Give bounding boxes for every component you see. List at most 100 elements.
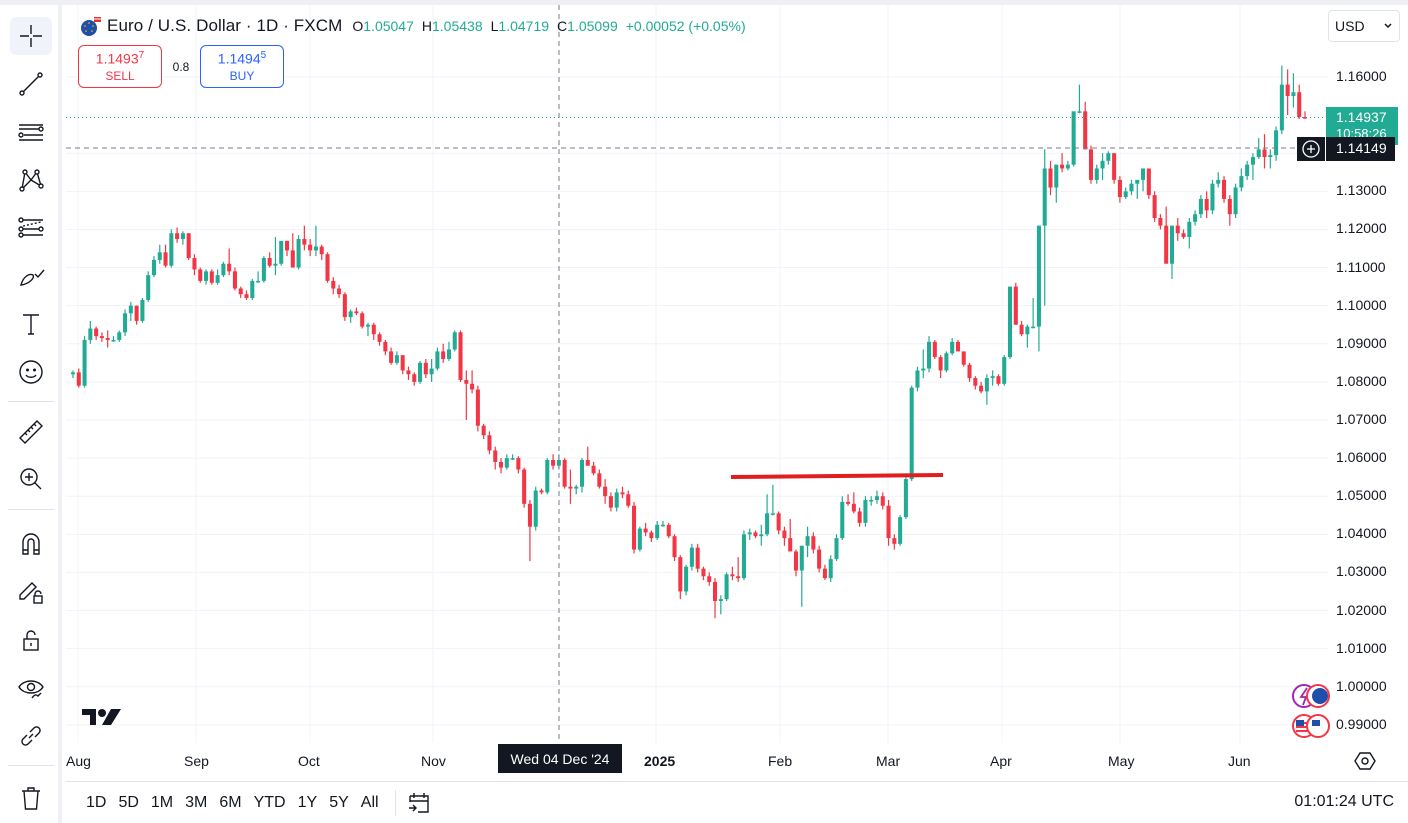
crosshair-tool-button[interactable]	[10, 17, 52, 55]
price-tick-label: 1.10000	[1336, 296, 1387, 313]
symbol-title[interactable]: Euro / U.S. Dollar · 1D · FXCM	[107, 16, 343, 35]
gear-icon	[1354, 752, 1376, 770]
price-tick-label: 1.03000	[1336, 563, 1387, 580]
time-tick-label: Sep	[184, 753, 209, 769]
ohlc-values: O1.05047 H1.05438 L1.04719 C1.05099 +0.0…	[352, 18, 745, 34]
chart-settings-button[interactable]	[1354, 750, 1376, 772]
measure-tool-button[interactable]	[10, 413, 52, 451]
spread-value: 0.8	[172, 59, 190, 74]
pencil-lock-icon	[19, 582, 43, 604]
horizontal-lines-icon	[18, 124, 44, 141]
clock-timezone[interactable]: 01:01:24 UTC	[1294, 793, 1394, 810]
range-button-1d[interactable]: 1D	[86, 793, 107, 811]
range-button-1m[interactable]: 1M	[150, 793, 174, 811]
earnings-event-icon	[1292, 684, 1330, 708]
buy-button[interactable]: 1.14945 BUY	[200, 45, 284, 88]
price-tick-label: 1.06000	[1336, 449, 1387, 466]
crosshair-add-button[interactable]	[1297, 137, 1325, 161]
range-button-5d[interactable]: 5D	[118, 793, 139, 811]
range-button-3m[interactable]: 3M	[185, 793, 208, 811]
link-button[interactable]	[10, 717, 52, 755]
currency-value: USD	[1335, 18, 1365, 34]
time-tick-label: Apr	[990, 753, 1012, 769]
range-button-6m[interactable]: 6M	[219, 793, 242, 811]
sell-price: 1.1493	[95, 50, 139, 67]
low-label: L	[490, 18, 499, 34]
patterns-tool-button[interactable]	[10, 161, 52, 199]
open-value: 1.05047	[363, 18, 414, 34]
toolbar-divider	[8, 765, 54, 766]
trend-line-tool-button[interactable]	[10, 65, 52, 103]
time-tick-label: 2025	[644, 753, 676, 769]
price-tick-label: 1.12000	[1336, 220, 1387, 237]
high-value: 1.05438	[432, 18, 483, 34]
brush-tool-button[interactable]	[10, 257, 52, 295]
price-tick-label: 1.01000	[1336, 639, 1387, 656]
price-tick-label: 1.07000	[1336, 410, 1387, 427]
drawing-toolbar	[0, 5, 62, 823]
text-icon	[23, 314, 39, 335]
buy-price-pip: 5	[260, 50, 267, 62]
lock-drawings-tool-button[interactable]	[10, 573, 52, 611]
eye-icon	[18, 680, 44, 699]
close-label: C	[557, 18, 568, 34]
range-button-all[interactable]: All	[360, 793, 379, 811]
go-to-date-button[interactable]	[406, 790, 432, 816]
ruler-icon	[19, 420, 43, 444]
delete-drawings-button[interactable]	[10, 779, 52, 817]
zoom-in-icon	[20, 468, 42, 490]
range-button-ytd[interactable]: YTD	[253, 793, 286, 811]
text-tool-button[interactable]	[10, 305, 52, 343]
horizontal-lines-tool-button[interactable]	[10, 113, 52, 151]
emoji-tool-button[interactable]	[10, 353, 52, 391]
price-tick-label: 1.05000	[1336, 487, 1387, 504]
bottom-toolbar: 1D 5D 1M 3M 6M YTD 1Y 5Y All 01:01:24 UTC	[66, 781, 1408, 823]
currency-dropdown[interactable]: USD	[1328, 10, 1400, 42]
range-button-5y[interactable]: 5Y	[329, 793, 349, 811]
time-tick-label: Jun	[1228, 753, 1251, 769]
range-button-1y[interactable]: 1Y	[297, 793, 318, 811]
tradingview-logo[interactable]	[82, 706, 122, 728]
price-tick-label: 1.16000	[1336, 68, 1387, 84]
trend-line-icon	[19, 72, 43, 96]
fib-channel-icon	[18, 217, 44, 238]
emoji-icon	[19, 360, 43, 384]
bottom-divider	[394, 789, 396, 816]
price-tick-label: 1.00000	[1336, 677, 1387, 694]
eur-usd-flag-icon	[81, 17, 101, 36]
magnet-tool-button[interactable]	[10, 525, 52, 563]
plus-circle-icon	[1302, 140, 1320, 158]
hide-drawings-button[interactable]	[10, 669, 52, 707]
lock-all-button[interactable]	[10, 621, 52, 659]
symbol-legend: Euro / U.S. Dollar · 1D · FXCM O1.05047 …	[80, 14, 746, 38]
top-border	[0, 0, 1408, 5]
toolbar-divider	[8, 401, 54, 402]
change-value: +0.00052 (+0.05%)	[625, 18, 746, 34]
sell-price-pip: 7	[138, 50, 145, 62]
economic-events-markers[interactable]	[1290, 683, 1330, 743]
time-tick-label: Mar	[876, 753, 901, 769]
price-tick-label: 1.11000	[1336, 258, 1386, 275]
fib-channel-tool-button[interactable]	[10, 209, 52, 247]
time-tick-label: Feb	[768, 753, 793, 769]
price-tick-label: 1.09000	[1336, 334, 1387, 351]
current-price-value: 1.14937	[1336, 109, 1387, 125]
date-range-buttons: 1D 5D 1M 3M 6M YTD 1Y 5Y All	[80, 794, 385, 812]
price-tick-label: 1.08000	[1336, 372, 1387, 389]
close-value: 1.05099	[567, 18, 618, 34]
price-tick-label: 1.04000	[1336, 525, 1387, 542]
crosshair-date-label: Wed 04 Dec '24	[498, 744, 622, 773]
sell-label: SELL	[105, 68, 135, 83]
time-tick-label: Nov	[421, 753, 446, 769]
buy-label: BUY	[229, 68, 255, 83]
trade-panel: 1.14937 SELL 0.8 1.14945 BUY	[78, 45, 284, 88]
unlock-icon	[23, 630, 39, 651]
trash-icon	[22, 787, 40, 810]
price-tick-label: 0.99000	[1336, 715, 1387, 732]
zoom-in-tool-button[interactable]	[10, 460, 52, 498]
toolbar-divider	[8, 509, 54, 510]
sell-button[interactable]: 1.14937 SELL	[78, 45, 162, 88]
high-label: H	[421, 18, 432, 34]
us-flag-event-icon	[1292, 714, 1330, 738]
price-chart-canvas[interactable]	[66, 5, 1328, 743]
